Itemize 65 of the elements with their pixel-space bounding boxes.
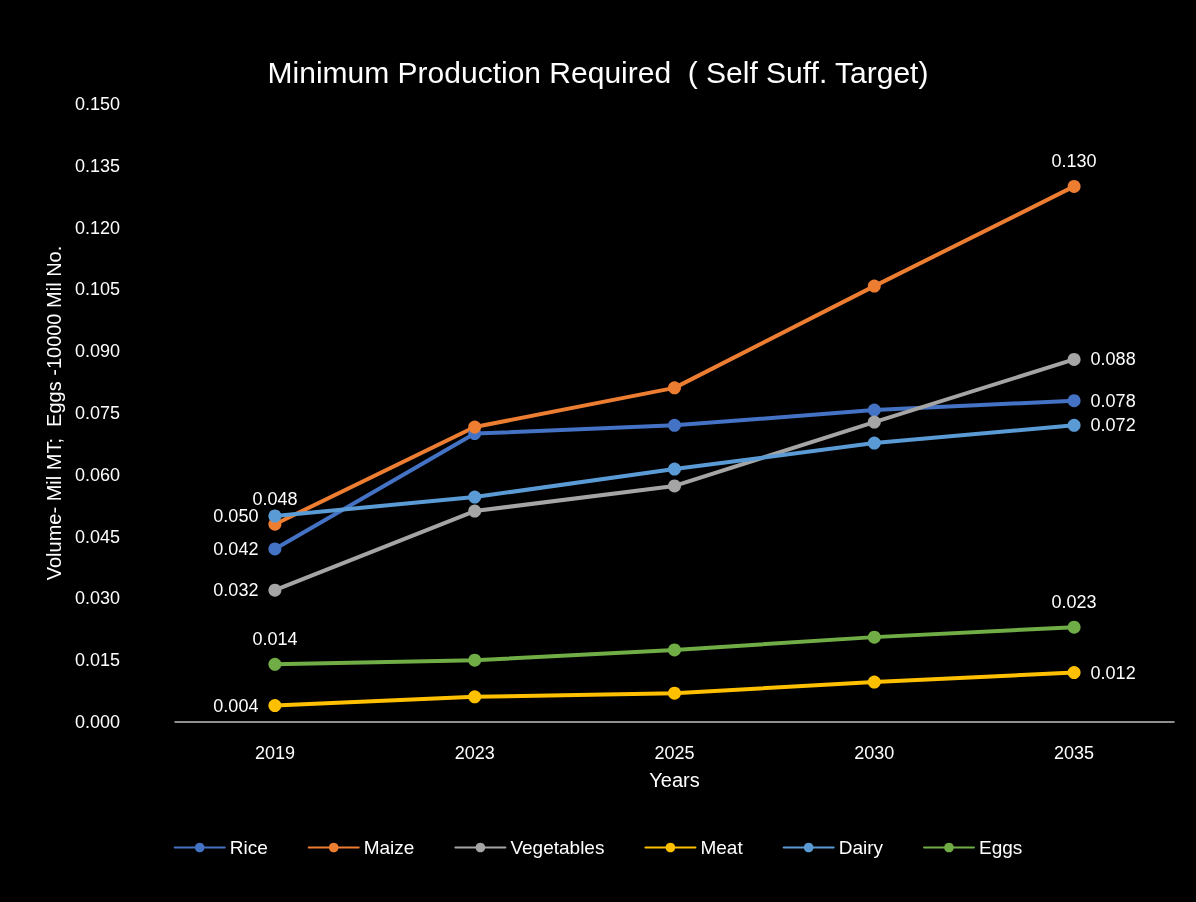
y-tick-label: 0.150 [75,94,121,114]
point [668,479,681,493]
y-tick-label: 0.000 [75,712,121,732]
legend-label: Maize [363,837,415,858]
point [1067,394,1081,408]
point [468,504,482,518]
point [867,436,881,450]
data-label: 0.032 [213,580,259,601]
data-label: 0.072 [1090,415,1136,436]
y-tick-label: 0.045 [75,526,121,547]
point [867,403,881,417]
data-label: 0.088 [1090,349,1136,370]
point [468,653,482,667]
point [268,542,282,556]
point [668,418,681,432]
point [668,381,681,395]
y-tick-label: 0.015 [75,650,121,671]
point [268,699,282,713]
point [668,462,681,476]
y-tick-label: 0.090 [75,341,121,362]
legend-label: Vegetables [510,837,605,858]
x-tick-label: 2035 [1054,743,1095,763]
point [1067,179,1081,193]
data-label: 0.012 [1090,662,1136,683]
data-label: 0.014 [252,628,298,649]
x-tick-label: 2019 [254,743,295,763]
point [668,643,681,657]
point [867,415,881,429]
x-axis-title: Years [649,769,700,791]
y-axis-title: Volume- Mil MT; Eggs -10000 Mil No. [43,245,66,581]
y-tick-label: 0.120 [75,217,121,238]
data-label: 0.048 [252,488,298,509]
data-label: 0.130 [1051,150,1097,171]
x-tick-label: 2023 [454,743,495,763]
point [668,686,681,700]
point [268,583,282,597]
point [268,657,282,671]
point [867,675,881,689]
point [867,630,881,644]
y-tick-label: 0.105 [75,279,121,300]
y-tick-label: 0.030 [75,588,121,609]
legend-label: Dairy [838,837,884,858]
legend-label: Meat [700,837,744,858]
x-tick-label: 2025 [654,743,695,763]
point [1067,418,1081,432]
x-tick-label: 2030 [854,743,895,763]
data-label: 0.023 [1051,591,1097,612]
y-tick-label: 0.135 [75,155,121,176]
point [1067,352,1081,366]
data-label: 0.050 [213,506,259,526]
point [468,490,482,504]
y-tick-label: 0.060 [75,464,121,485]
point [1067,666,1081,680]
y-tick-label: 0.075 [75,403,121,423]
data-label: 0.042 [213,538,259,559]
point [268,509,282,523]
legend-label: Eggs [978,837,1023,858]
data-label: 0.004 [213,695,259,716]
point [867,279,881,293]
data-label: 0.078 [1090,390,1136,411]
chart-title: Minimum Production Required ( Self Suff. Target) [267,55,929,89]
point [468,420,482,434]
point [468,690,482,704]
legend-label: Rice [229,837,268,858]
point [1067,620,1081,634]
